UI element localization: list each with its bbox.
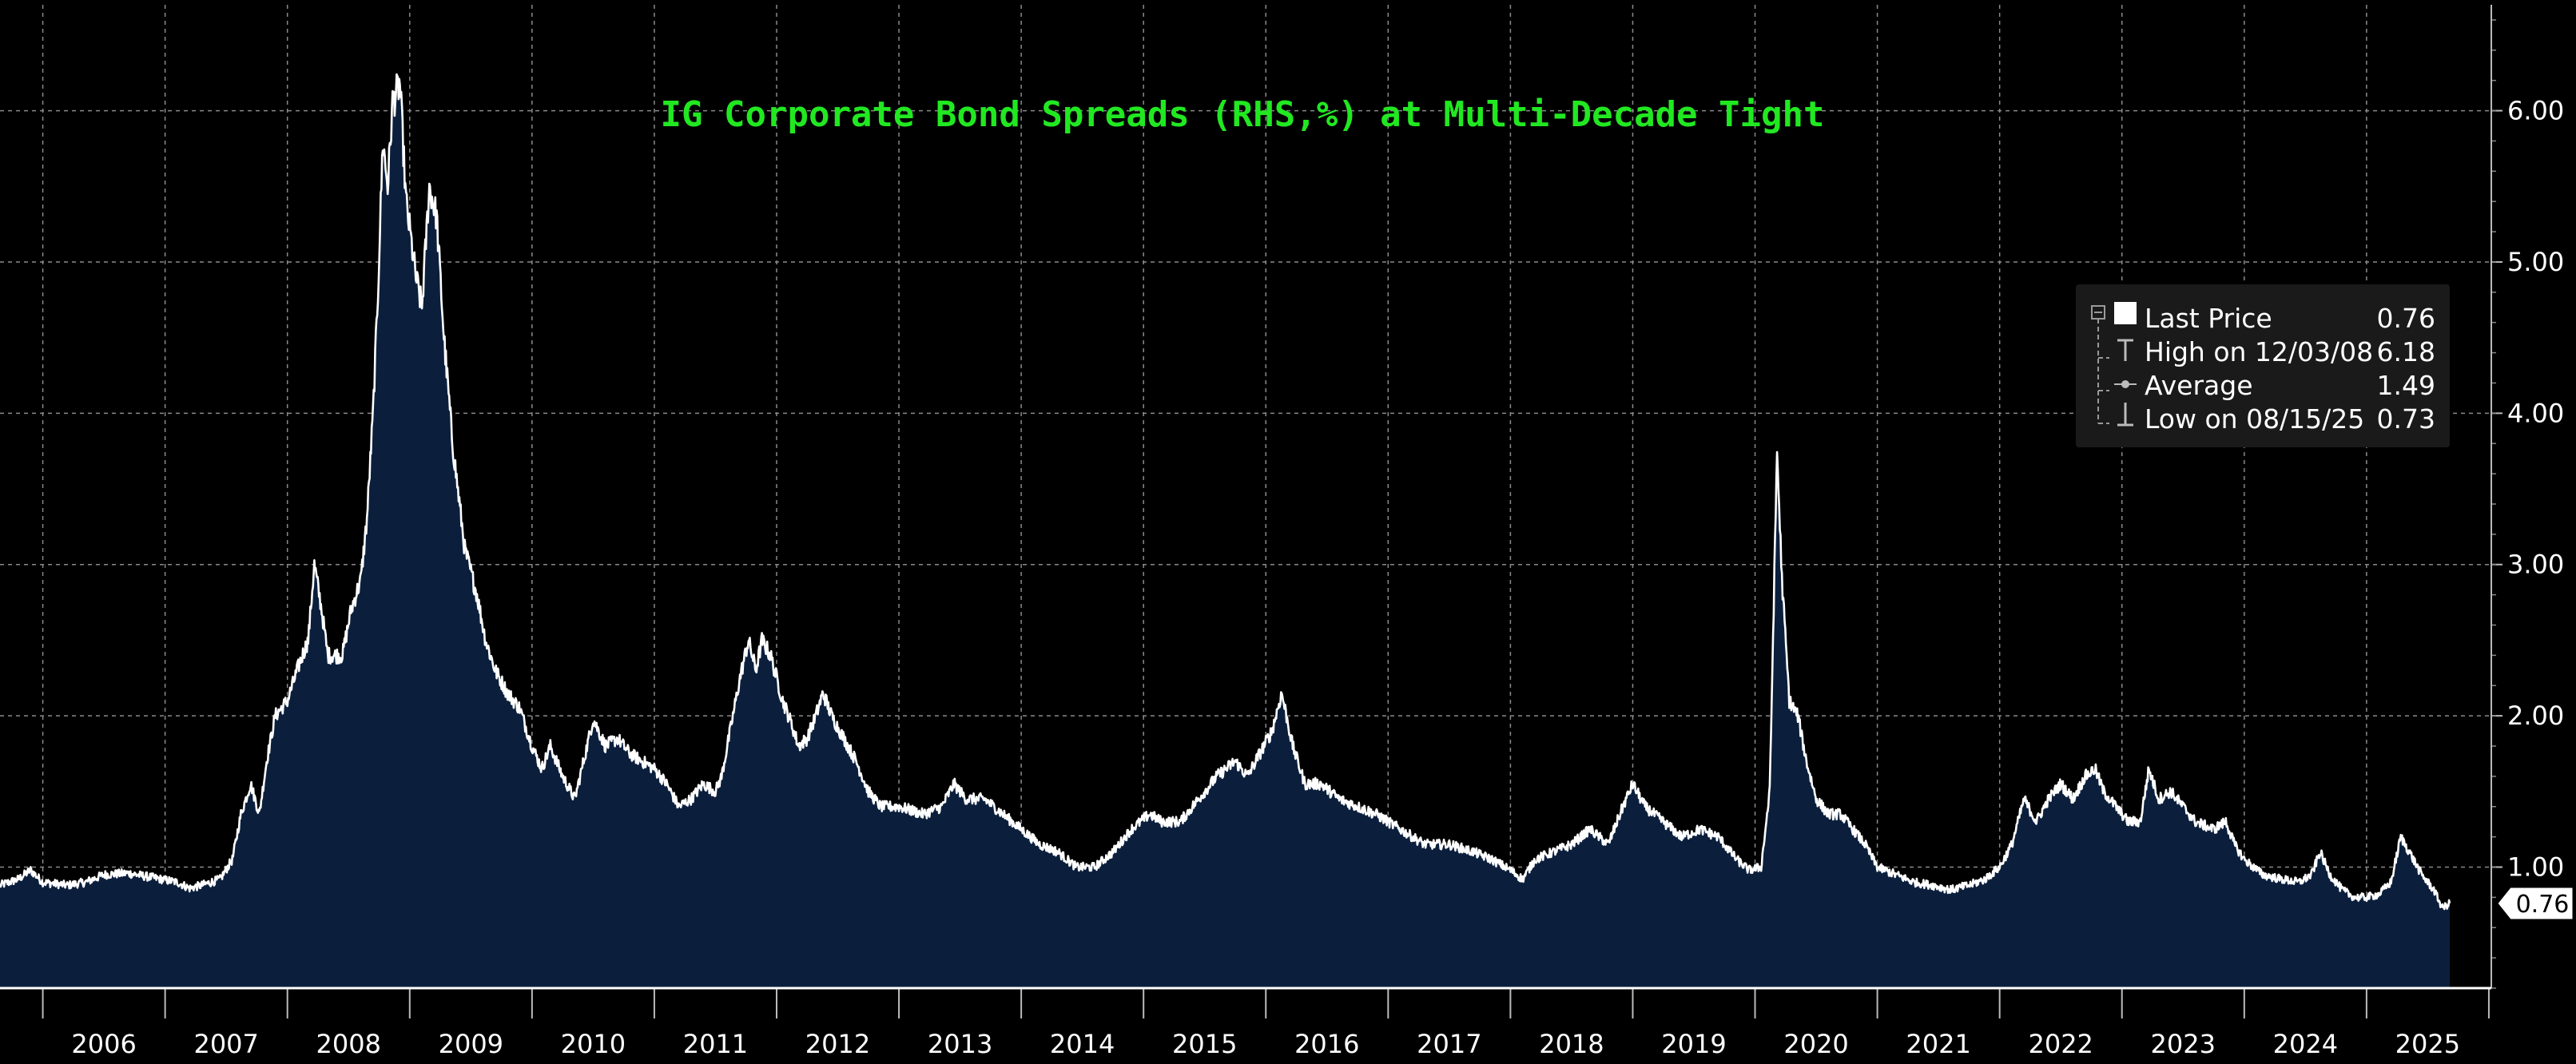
legend[interactable]: Last Price 0.76 High on 12/03/08 6.18 Av… bbox=[2076, 284, 2450, 447]
y-tick-label-6.00: 6.00 bbox=[2507, 96, 2564, 126]
axes bbox=[0, 5, 2502, 1018]
x-tick-label-2025: 2025 bbox=[2395, 1029, 2460, 1059]
legend-value-low: 0.73 bbox=[2377, 403, 2435, 435]
x-tick-label-2016: 2016 bbox=[1294, 1029, 1359, 1059]
x-tick-label-2008: 2008 bbox=[316, 1029, 381, 1059]
x-tick-label-2018: 2018 bbox=[1539, 1029, 1604, 1059]
x-tick-label-2009: 2009 bbox=[439, 1029, 503, 1059]
x-tick-label-2010: 2010 bbox=[561, 1029, 626, 1059]
legend-value-last-price: 0.76 bbox=[2377, 303, 2435, 334]
x-tick-label-2011: 2011 bbox=[683, 1029, 748, 1059]
y-tick-label-5.00: 5.00 bbox=[2507, 247, 2564, 277]
price-line bbox=[0, 73, 2451, 911]
legend-high-marker-icon bbox=[2117, 339, 2133, 361]
legend-value-high: 6.18 bbox=[2377, 336, 2435, 367]
last-value-tag-shape bbox=[2497, 887, 2574, 920]
x-tick-label-2007: 2007 bbox=[193, 1029, 258, 1059]
x-tick-label-2024: 2024 bbox=[2273, 1029, 2338, 1059]
x-tick-label-2012: 2012 bbox=[805, 1029, 870, 1059]
y-axis-labels: 1.00 2.00 3.00 4.00 5.00 6.00 bbox=[2507, 96, 2564, 883]
chart-title: IG Corporate Bond Spreads (RHS,%) at Mul… bbox=[661, 94, 1825, 135]
legend-average-marker-icon bbox=[2114, 380, 2137, 388]
x-tick-label-2021: 2021 bbox=[1906, 1029, 1970, 1059]
x-tick-label-2017: 2017 bbox=[1417, 1029, 1481, 1059]
legend-box bbox=[2076, 284, 2450, 447]
x-tick-label-2022: 2022 bbox=[2028, 1029, 2093, 1059]
x-tick-label-2020: 2020 bbox=[1783, 1029, 1848, 1059]
price-area bbox=[0, 74, 2450, 988]
x-tick-label-2023: 2023 bbox=[2151, 1029, 2216, 1059]
legend-label-high: High on 12/03/08 bbox=[2145, 336, 2373, 367]
legend-tree-connector bbox=[2097, 319, 2109, 424]
x-tick-label-2015: 2015 bbox=[1172, 1029, 1237, 1059]
legend-label-low: Low on 08/15/25 bbox=[2145, 403, 2364, 435]
y-tick-label-2.00: 2.00 bbox=[2507, 701, 2564, 731]
last-value-tag: 0.76 bbox=[2497, 887, 2574, 920]
x-tick-label-2013: 2013 bbox=[928, 1029, 992, 1059]
x-tick-label-2006: 2006 bbox=[71, 1029, 136, 1059]
y-tick-label-1.00: 1.00 bbox=[2507, 852, 2564, 882]
legend-swatch-last-price bbox=[2114, 302, 2137, 324]
legend-low-marker-icon bbox=[2117, 403, 2133, 427]
legend-value-average: 1.49 bbox=[2377, 370, 2435, 401]
x-tick-label-2019: 2019 bbox=[1661, 1029, 1726, 1059]
last-value-tag-label: 0.76 bbox=[2516, 891, 2570, 919]
x-tick-label-2014: 2014 bbox=[1050, 1029, 1115, 1059]
x-axis-labels: 2006 2007 2008 2009 2010 2011 2012 2013 2014 2015… bbox=[71, 1029, 2460, 1059]
y-tick-label-4.00: 4.00 bbox=[2507, 398, 2564, 428]
legend-label-last-price: Last Price bbox=[2145, 303, 2272, 334]
y-tick-label-3.00: 3.00 bbox=[2507, 550, 2564, 580]
legend-label-average: Average bbox=[2145, 370, 2253, 401]
